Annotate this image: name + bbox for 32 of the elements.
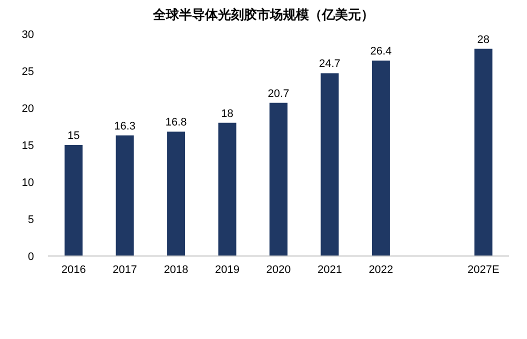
- x-tick-label: 2019: [215, 264, 240, 276]
- y-tick-label: 15: [22, 140, 34, 152]
- x-tick-label: 2020: [266, 264, 291, 276]
- data-label: 18: [221, 108, 234, 120]
- bar: [474, 48, 492, 256]
- bar: [270, 102, 288, 256]
- data-label: 16.8: [165, 116, 187, 129]
- x-tick-label: 2016: [61, 264, 86, 276]
- bar: [116, 135, 134, 256]
- y-tick-label: 25: [22, 66, 34, 78]
- bar: [167, 132, 186, 256]
- y-tick-label: 10: [22, 177, 34, 189]
- y-tick-label: 20: [22, 103, 34, 115]
- y-tick-label: 5: [28, 214, 34, 226]
- data-label: 15: [67, 130, 80, 142]
- x-tick-label: 2027E: [467, 264, 500, 276]
- x-tick-label: 2017: [112, 264, 138, 276]
- x-tick-label: 2021: [317, 264, 342, 276]
- data-label: 20.7: [268, 88, 290, 100]
- bar: [64, 145, 83, 256]
- bar: [372, 60, 390, 256]
- chart-title: 全球半导体光刻胶市场规模（亿美元）: [152, 7, 374, 23]
- bar: [218, 122, 236, 256]
- data-label: 28: [477, 34, 490, 46]
- y-tick-label: 30: [22, 29, 34, 41]
- data-label: 24.7: [319, 58, 340, 70]
- data-label: 16.3: [114, 120, 136, 132]
- bar: [320, 73, 339, 256]
- x-tick-label: 2022: [368, 264, 394, 276]
- y-tick-label: 0: [28, 251, 34, 263]
- data-label: 26.4: [370, 46, 392, 58]
- x-tick-label: 2018: [164, 264, 188, 276]
